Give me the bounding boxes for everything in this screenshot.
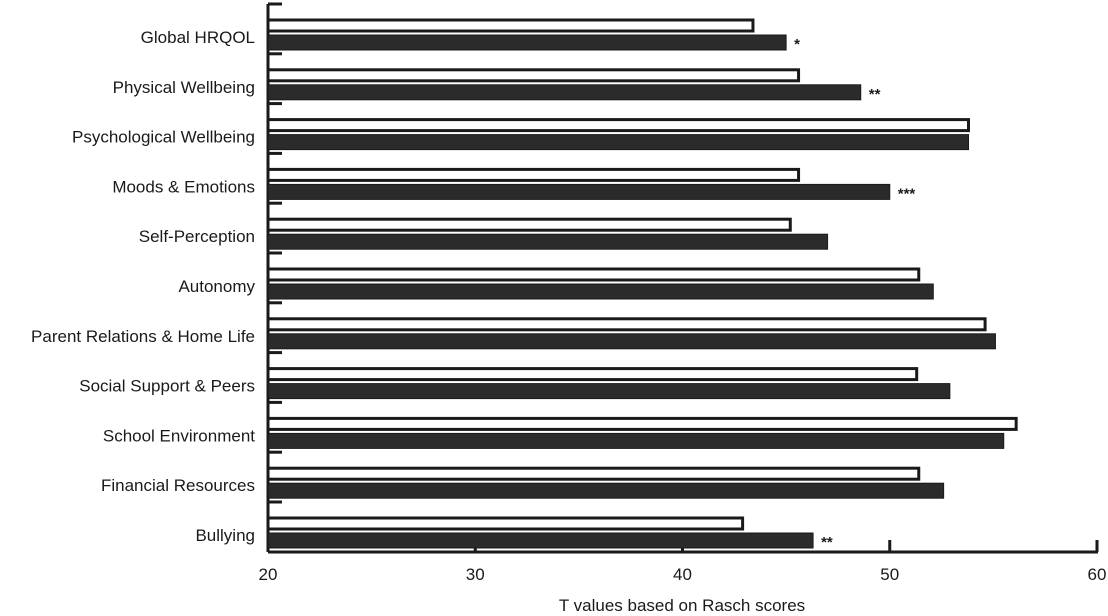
bar-outline [266, 317, 987, 332]
category-label: Bullying [195, 526, 255, 545]
bar-filled [267, 134, 970, 151]
chart-labels: 20 30 40 50 60 Global HRQOL * Physical Wellbein… [31, 28, 1106, 584]
category-label: Financial Resources [101, 476, 255, 495]
chart-bars [266, 18, 1018, 549]
bar-filled [267, 432, 1005, 449]
category-label: Moods & Emotions [112, 177, 255, 196]
category-label: Physical Wellbeing [113, 78, 255, 97]
category-label: Self-Perception [139, 227, 255, 246]
x-tick-label: 60 [1088, 565, 1107, 584]
bar-filled [267, 34, 787, 51]
category-label: School Environment [103, 426, 255, 445]
bar-filled [267, 383, 951, 400]
bar-outline [266, 18, 755, 33]
bar-filled [267, 233, 829, 250]
x-tick-label: 20 [259, 565, 278, 584]
category-label: Autonomy [178, 277, 255, 296]
bar-outline [266, 167, 801, 182]
x-tick-label: 50 [880, 565, 899, 584]
bar-outline [266, 267, 921, 282]
category-label: Psychological Wellbeing [72, 128, 255, 147]
bar-outline [266, 367, 919, 382]
bar-outline [266, 416, 1018, 431]
bar-outline [266, 68, 801, 83]
category-label: Social Support & Peers [79, 377, 255, 396]
category-label: Parent Relations & Home Life [31, 327, 255, 346]
bar-outline [266, 516, 745, 531]
bar-filled [267, 84, 862, 101]
significance-label: ** [821, 534, 833, 551]
bar-filled [267, 333, 996, 350]
bar-filled [267, 482, 945, 499]
bar-outline [266, 466, 921, 481]
bar-outline [266, 217, 792, 232]
category-label: Global HRQOL [141, 28, 255, 47]
significance-label: *** [898, 185, 916, 202]
significance-label: ** [869, 86, 881, 103]
x-tick-label: 30 [466, 565, 485, 584]
bar-filled [267, 183, 891, 200]
bar-filled [267, 283, 934, 300]
significance-label: * [794, 36, 800, 53]
bar-filled [267, 532, 814, 549]
x-tick-label: 40 [673, 565, 692, 584]
bar-outline [266, 118, 971, 133]
x-axis-title: T values based on Rasch scores [559, 596, 805, 615]
